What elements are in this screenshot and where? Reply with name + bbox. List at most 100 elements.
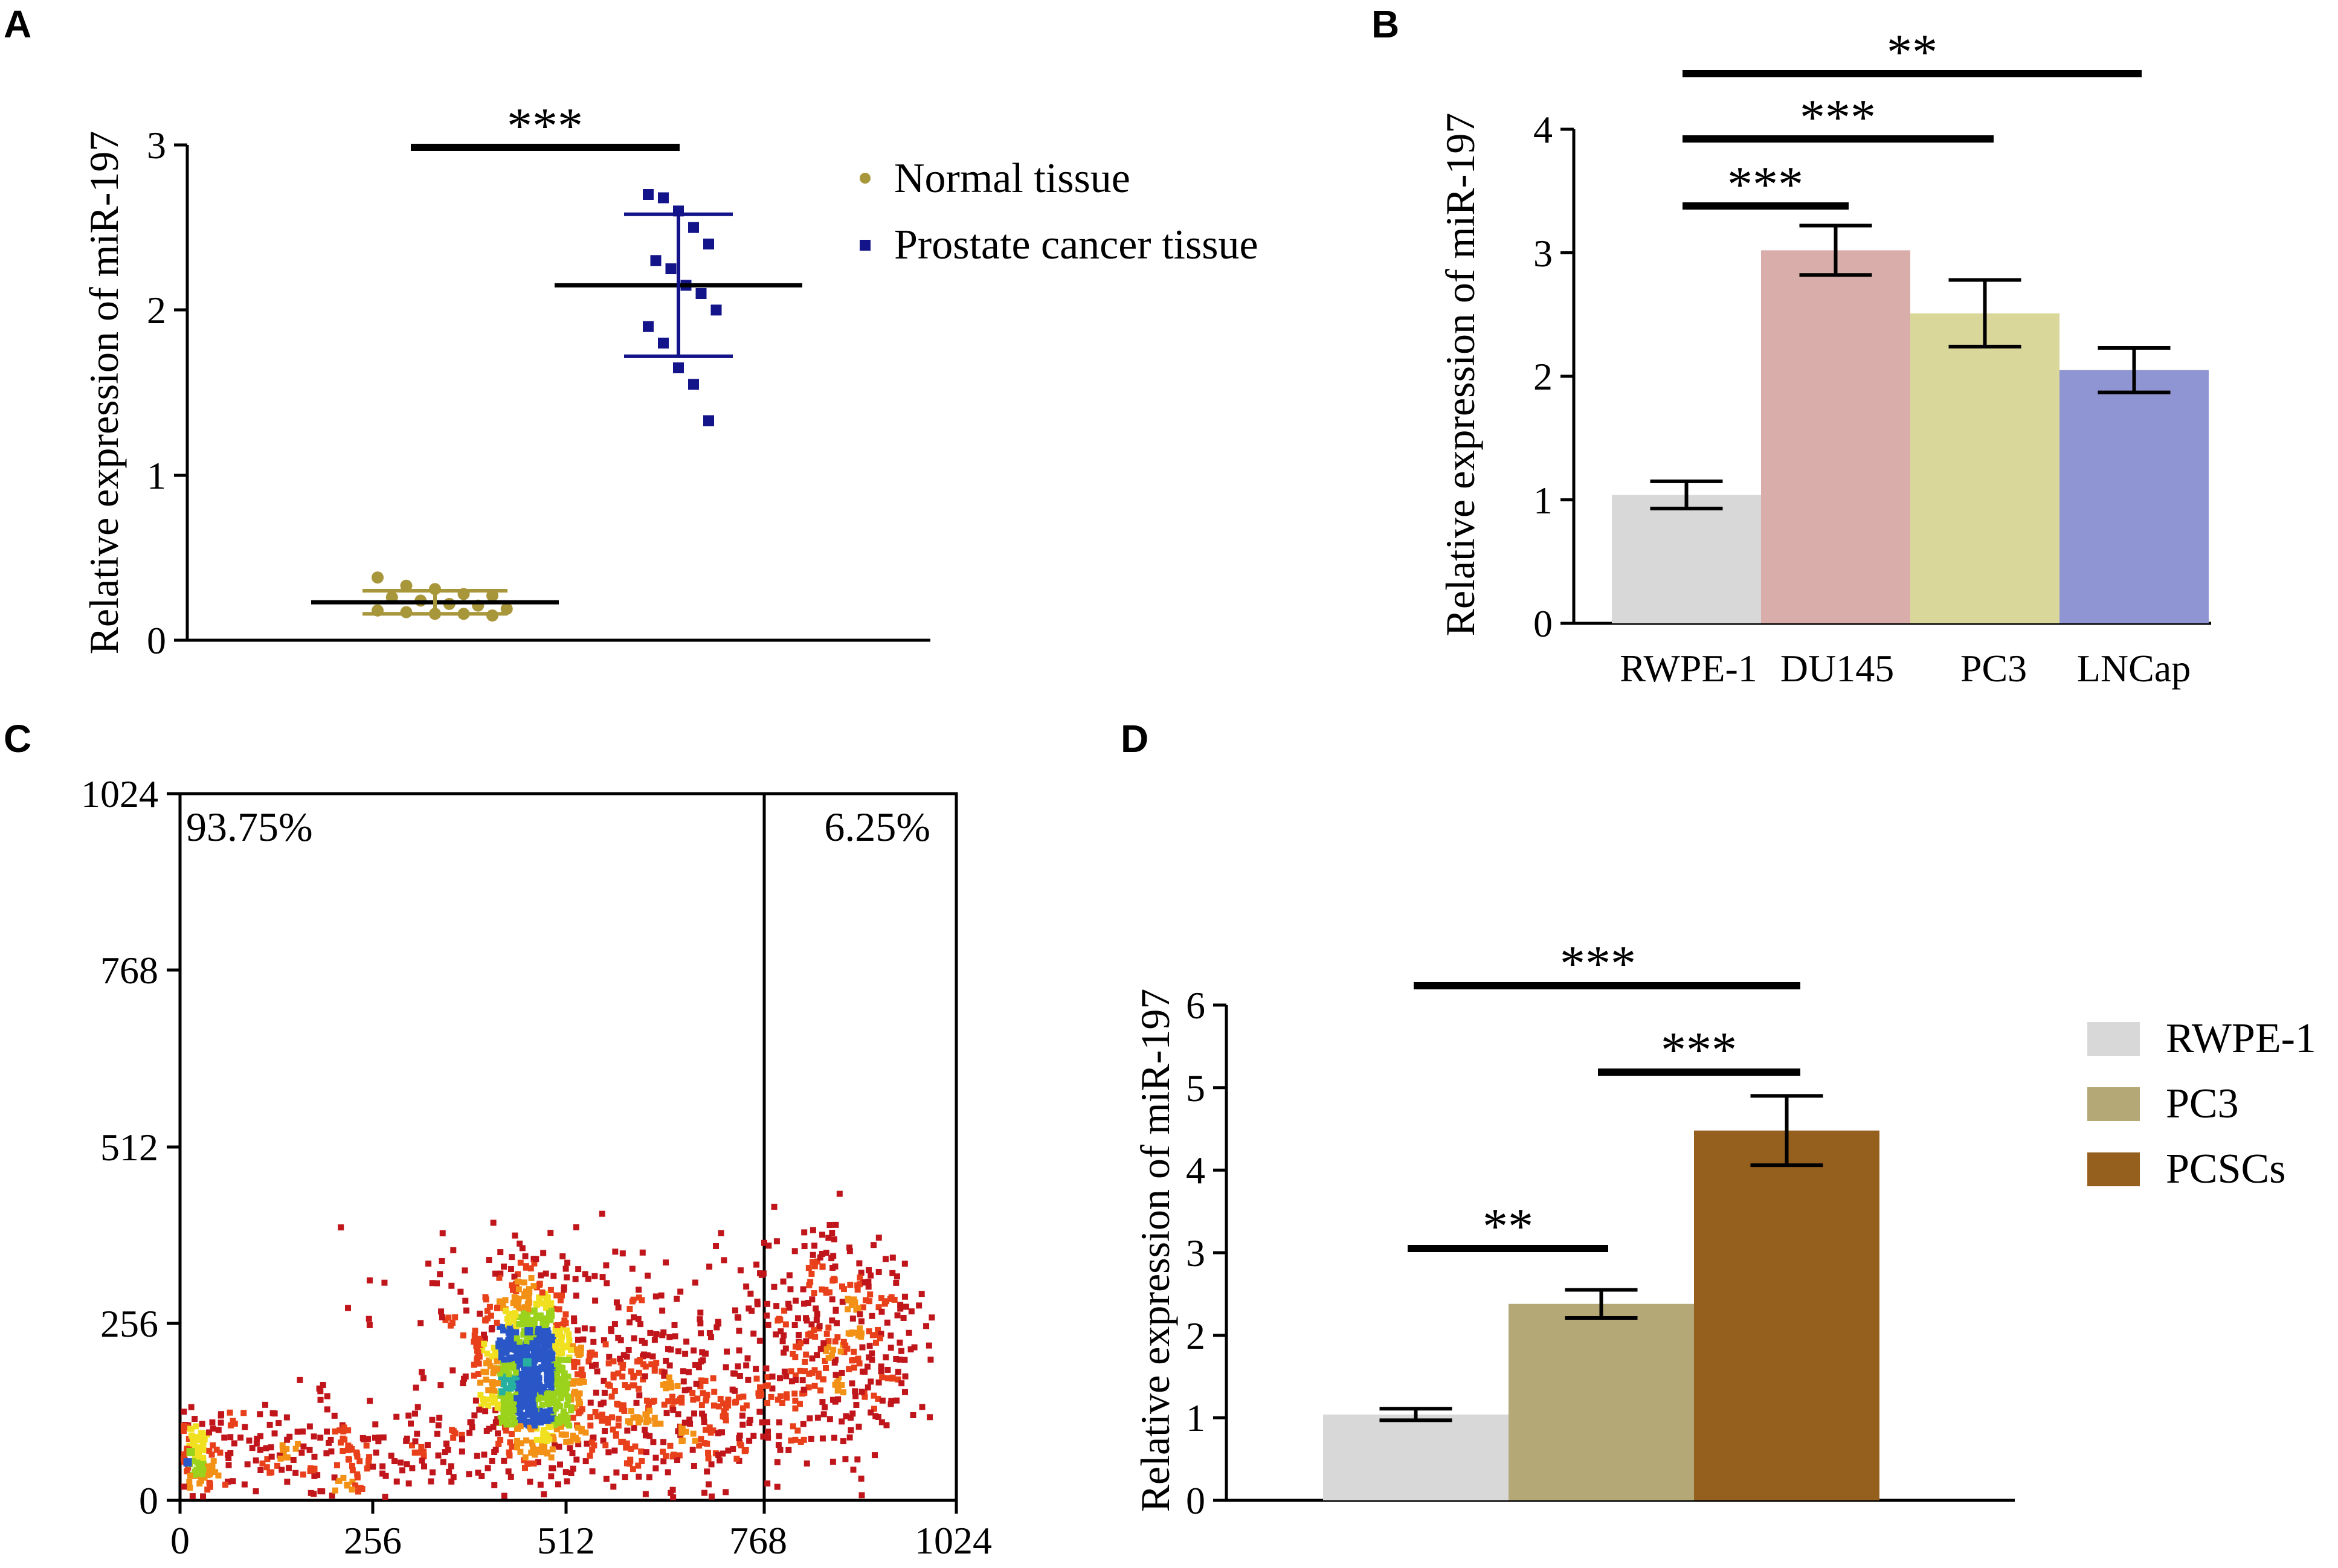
cell-event [311,1433,317,1440]
cell-event [561,1287,567,1293]
cell-event [548,1300,555,1306]
cell-event [531,1419,538,1426]
cell-event [372,1421,379,1428]
cell-event [533,1413,540,1419]
cell-event [829,1277,836,1284]
cell-event [743,1402,750,1409]
cell-event [547,1230,554,1236]
cell-event [212,1469,219,1476]
cell-event [901,1293,908,1300]
cell-event [199,1470,206,1477]
cell-event [858,1492,865,1499]
cell-event [868,1378,874,1385]
cell-event [653,1360,660,1366]
cell-event [660,1448,666,1455]
cell-event [875,1414,881,1421]
cell-event [253,1440,260,1447]
cell-event [421,1463,428,1470]
cell-event [645,1418,652,1424]
cell-event [476,1406,483,1413]
cell-event [264,1456,271,1462]
cell-event [725,1396,732,1403]
cell-event [564,1259,571,1266]
cell-event [509,1363,516,1369]
cell-event [758,1392,765,1398]
cell-event [530,1366,537,1373]
cell-event [599,1210,605,1217]
cell-event [800,1421,807,1427]
cell-event [317,1388,324,1395]
cell-event [506,1452,513,1459]
cell-event [507,1439,514,1445]
cell-event [559,1382,566,1389]
cell-event [823,1250,829,1256]
cell-event [503,1385,509,1392]
cell-event [507,1384,514,1391]
cell-event [788,1378,795,1384]
cell-event [831,1236,837,1242]
cell-event [669,1486,676,1493]
cell-event [724,1348,730,1355]
cell-event [484,1351,491,1357]
cell-event [475,1335,482,1342]
cell-event [500,1410,507,1416]
cell-event [898,1380,905,1387]
cell-event [555,1403,562,1409]
cell-event [573,1456,580,1463]
cell-event [536,1334,543,1340]
cell-event [557,1331,564,1338]
cell-event [889,1375,896,1382]
cell-event [619,1364,626,1371]
cell-event [811,1290,817,1297]
cell-event [680,1368,686,1375]
cell-event [683,1338,690,1345]
cell-event [215,1427,222,1433]
cell-event [760,1433,767,1440]
cell-event [813,1305,819,1312]
cell-event [851,1296,857,1303]
cell-event [803,1315,810,1322]
cell-event [497,1323,503,1330]
cell-event [188,1432,195,1439]
data-point-cancer [650,255,662,266]
cell-event [604,1280,610,1287]
cell-event [675,1428,681,1435]
cell-event [793,1297,799,1304]
cell-event [797,1439,804,1445]
cell-event [496,1298,503,1305]
cell-event [491,1482,498,1488]
cell-event [779,1338,786,1345]
cell-event [499,1374,506,1381]
cell-event [819,1264,826,1270]
cell-event [449,1427,456,1433]
cell-event [599,1418,605,1424]
cell-event [501,1263,507,1270]
cell-event [249,1445,256,1451]
cell-event [735,1363,741,1370]
cell-event [539,1346,546,1352]
cell-event [440,1459,446,1465]
cell-event [535,1365,541,1372]
cell-event [404,1461,410,1468]
cell-event [349,1445,355,1452]
cell-event [495,1340,502,1347]
cell-event [549,1333,555,1340]
panel-label-a: A [4,2,31,46]
cell-event [564,1414,571,1421]
cell-event [199,1436,205,1443]
cell-event [823,1364,829,1371]
cell-event [663,1357,669,1364]
cell-event [570,1378,577,1384]
cell-event [663,1259,669,1266]
cell-event [297,1377,303,1383]
cell-event [420,1375,427,1381]
cell-event [857,1311,863,1317]
cell-event [691,1462,697,1469]
cell-event [544,1338,551,1345]
cell-event [901,1357,908,1363]
cell-event [494,1380,501,1387]
cell-event [495,1420,502,1427]
cell-event [630,1296,637,1303]
cell-event [515,1296,522,1302]
cell-event [485,1403,492,1409]
